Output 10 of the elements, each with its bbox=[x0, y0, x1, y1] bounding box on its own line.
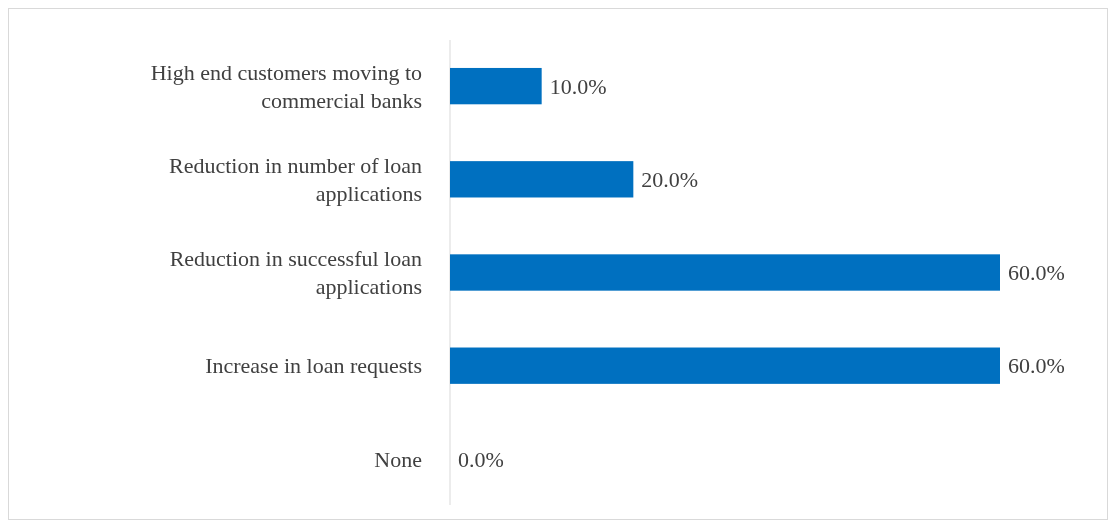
data-label: 0.0% bbox=[458, 446, 504, 472]
y-tick-label: Increase in loan requests bbox=[205, 353, 422, 379]
y-tick-label: High end customers moving to commercial banks bbox=[150, 59, 422, 113]
data-label: 60.0% bbox=[1008, 353, 1065, 379]
y-tick-label: Reduction in successful loan applications bbox=[169, 246, 422, 300]
y-tick-label: Reduction in number of loan applications bbox=[169, 153, 422, 207]
data-label: 20.0% bbox=[641, 167, 699, 193]
data-label: 60.0% bbox=[1008, 260, 1065, 286]
data-label: 10.0% bbox=[549, 73, 607, 99]
y-tick-label: None bbox=[374, 446, 422, 472]
